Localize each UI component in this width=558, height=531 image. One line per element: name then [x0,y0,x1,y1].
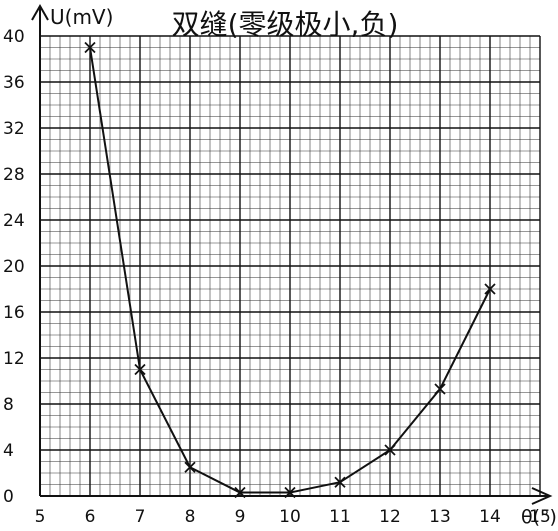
data-point-marker [484,283,496,295]
chart-title: 双缝(零级极小,负) [172,8,399,41]
data-point-marker [234,486,246,499]
data-point-marker [384,444,396,456]
x-tick-label: 10 [279,507,301,527]
x-tick-label: 6 [85,507,96,527]
data-point-marker [84,41,96,54]
y-tick-label: 40 [3,27,25,47]
y-axis-label: U(mV) [50,5,113,29]
x-tick-label: 7 [135,507,146,527]
x-tick-label: 12 [379,507,401,527]
y-tick-labels: 0 4 8 12 16 20 24 28 32 36 40 [3,27,25,507]
y-tick-label: 8 [3,395,14,415]
x-tick-label: 9 [235,507,246,527]
y-tick-label: 28 [3,165,25,185]
y-tick-label: 32 [3,119,25,139]
x-tick-label: 5 [35,507,46,527]
data-point-marker [134,363,146,376]
axes [31,3,553,505]
x-tick-label: 13 [429,507,451,527]
series-group [84,41,496,499]
y-tick-label: 12 [3,349,25,369]
data-point-marker [334,476,346,488]
y-tick-label: 4 [3,441,14,461]
x-tick-label: 14 [479,507,501,527]
y-tick-label: 16 [3,303,25,323]
data-point-marker [434,383,446,395]
y-tick-label: 36 [3,73,25,93]
x-tick-labels: 5 6 7 8 9 10 11 12 13 14 15 [35,507,551,527]
x-tick-label: 11 [329,507,351,527]
x-tick-label: 15 [529,507,551,527]
x-tick-label: 8 [185,507,196,527]
data-point-marker [184,461,196,473]
x-axis-label: θ(°) [521,506,557,527]
data-point-marker [284,486,296,499]
y-tick-label: 0 [3,487,14,507]
y-tick-label: 20 [3,257,25,277]
y-tick-label: 24 [3,211,25,231]
